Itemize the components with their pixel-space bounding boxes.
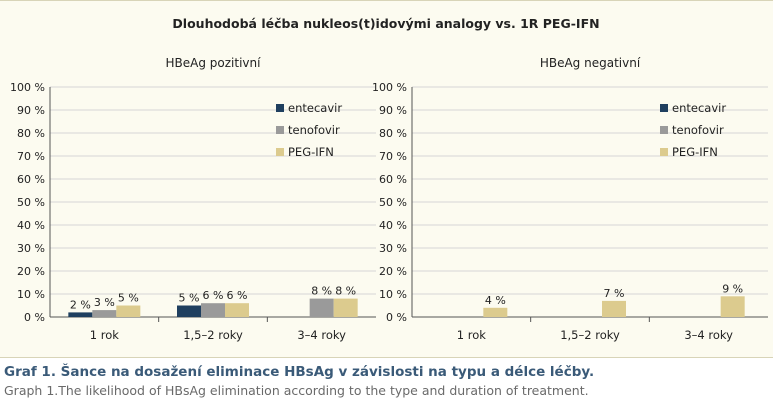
y-tick-label: 90 % [379,104,407,117]
caption-title: Graf 1. Šance na dosažení eliminace HBsA… [4,364,595,380]
y-tick-label: 0 % [24,311,45,324]
legend-label: entecavir [288,101,342,115]
y-tick-label: 70 % [17,150,45,163]
bar-PEG-IFN [483,307,508,317]
y-tick-label: 70 % [379,150,407,163]
y-tick-label: 30 % [379,242,407,255]
y-tick-label: 40 % [17,219,45,232]
bar-PEG-IFN [333,298,358,317]
legend-swatch [276,104,284,112]
figure-title: Dlouhodobá léčba nukleos(t)idovými analo… [172,16,599,31]
figure: Dlouhodobá léčba nukleos(t)idovými analo… [0,0,773,358]
bar-tenofovir [309,298,334,317]
y-tick-label: 60 % [17,173,45,186]
legend-label: PEG-IFN [288,145,334,159]
y-tick-label: 10 % [379,288,407,301]
y-tick-label: 100 % [10,81,45,94]
data-label: 5 % [179,292,200,305]
y-tick-label: 100 % [372,81,407,94]
data-label: 8 % [335,285,356,298]
x-tick-label: 1 rok [457,328,486,342]
legend-label: PEG-IFN [672,145,718,159]
legend-swatch [660,126,668,134]
y-tick-label: 60 % [379,173,407,186]
x-tick-label: 1,5–2 roky [560,328,620,342]
y-tick-label: 20 % [17,265,45,278]
y-tick-label: 30 % [17,242,45,255]
data-label: 6 % [227,289,248,302]
legend-label: tenofovir [288,123,340,137]
bar-PEG-IFN [116,305,141,317]
y-tick-label: 80 % [17,127,45,140]
x-tick-label: 3–4 roky [684,328,733,342]
y-tick-label: 40 % [379,219,407,232]
legend-label: tenofovir [672,123,724,137]
legend-swatch [276,126,284,134]
x-tick-label: 1,5–2 roky [183,328,243,342]
caption-subtitle: Graph 1.The likelihood of HBsAg eliminat… [4,383,589,398]
bar-PEG-IFN [225,303,249,317]
bar-entecavir [68,312,93,317]
panel-title: HBeAg negativní [540,56,641,70]
legend-label: entecavir [672,101,726,115]
data-label: 2 % [70,298,91,311]
y-tick-label: 80 % [379,127,407,140]
data-label: 8 % [311,285,332,298]
bar-tenofovir [92,310,117,317]
bar-tenofovir [201,303,225,317]
data-label: 3 % [94,296,115,309]
y-tick-label: 90 % [17,104,45,117]
legend-swatch [276,148,284,156]
legend-swatch [660,104,668,112]
data-label: 9 % [722,282,743,295]
x-tick-label: 1 rok [90,328,119,342]
y-tick-label: 0 % [386,311,407,324]
charts-svg: Dlouhodobá léčba nukleos(t)idovými analo… [10,16,768,342]
data-label: 7 % [604,287,625,300]
data-label: 4 % [485,294,506,307]
x-tick-label: 3–4 roky [297,328,346,342]
data-label: 5 % [118,292,139,305]
bar-entecavir [177,305,201,317]
bar-PEG-IFN [720,296,745,317]
y-tick-label: 10 % [17,288,45,301]
panel-title: HBeAg pozitivní [166,56,262,70]
y-tick-label: 20 % [379,265,407,278]
data-label: 6 % [203,289,224,302]
bar-PEG-IFN [602,300,626,317]
legend-swatch [660,148,668,156]
y-tick-label: 50 % [379,196,407,209]
y-tick-label: 50 % [17,196,45,209]
